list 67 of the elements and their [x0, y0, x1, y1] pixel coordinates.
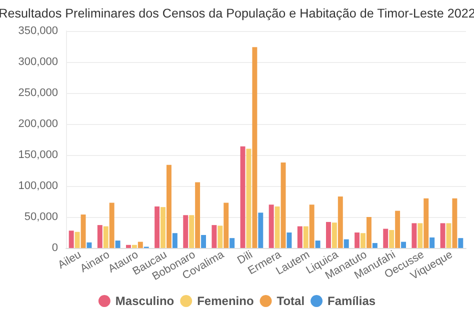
bar [452, 198, 458, 248]
bar [446, 223, 452, 248]
bar [115, 240, 120, 248]
bar [189, 215, 194, 248]
bar [303, 226, 308, 248]
bar [344, 239, 349, 248]
bar [315, 240, 320, 248]
bar [440, 223, 446, 248]
legend-label: Total [276, 294, 305, 308]
bar [109, 202, 114, 248]
bar [412, 223, 417, 248]
legend-label: Masculino [115, 294, 174, 308]
bar [430, 237, 435, 248]
bar [418, 223, 423, 248]
y-tick-label: 300,000 [18, 56, 58, 68]
y-tick-label: 100,000 [18, 180, 58, 192]
bar [80, 214, 86, 248]
y-tick-label: 350,000 [18, 25, 58, 37]
bar [268, 204, 274, 248]
bar [74, 232, 80, 248]
bar [201, 234, 206, 248]
bar [160, 207, 166, 248]
bar [280, 162, 286, 248]
bar [258, 212, 264, 248]
bar [240, 146, 246, 248]
bar [97, 225, 102, 248]
bar [86, 242, 92, 248]
y-tick-label: 50,000 [24, 211, 58, 223]
bar [172, 233, 178, 248]
y-tick-label: 200,000 [18, 118, 58, 130]
bar [366, 217, 372, 248]
legend-label: Famílias [328, 294, 376, 308]
y-tick-label: 250,000 [18, 87, 58, 99]
bar [252, 47, 258, 248]
bar [246, 148, 252, 248]
bar [354, 232, 360, 248]
bar [195, 182, 200, 248]
bar [218, 226, 223, 248]
bar [360, 233, 366, 248]
bar [332, 222, 337, 248]
bar [338, 196, 343, 248]
bar [286, 232, 292, 248]
bar [395, 210, 400, 248]
bar [326, 222, 331, 248]
bar [424, 198, 429, 248]
bar [138, 242, 143, 248]
bar [383, 228, 388, 248]
bar [126, 244, 131, 248]
bar [68, 230, 74, 248]
legend-label: Femenino [197, 294, 254, 308]
bar [389, 230, 394, 248]
bar [458, 238, 464, 248]
bar [274, 206, 280, 248]
bar [103, 226, 108, 248]
bar [309, 204, 314, 248]
bar [166, 164, 172, 248]
bar [212, 225, 217, 248]
bar [230, 238, 235, 248]
bar [372, 243, 378, 248]
bar [297, 226, 302, 248]
y-tick-label: 0 [52, 242, 58, 254]
bar [183, 215, 188, 248]
y-tick-label: 150,000 [18, 149, 58, 161]
bar [154, 206, 160, 248]
bar [132, 244, 137, 248]
bar [224, 202, 229, 248]
bar [401, 242, 406, 248]
